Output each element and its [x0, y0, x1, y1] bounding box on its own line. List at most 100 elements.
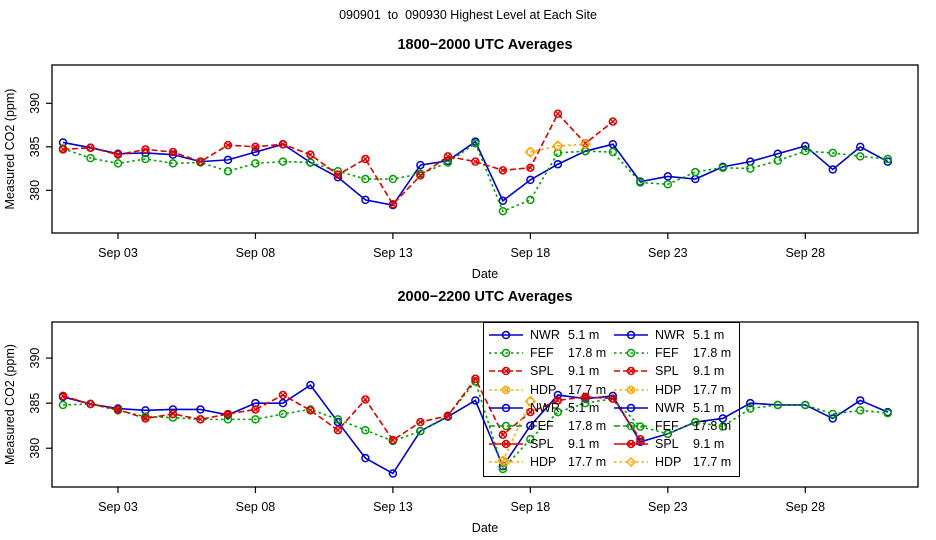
legend-entry: SPL 9.1 m: [614, 435, 739, 453]
legend-height-label: 17.8 m: [693, 419, 732, 434]
legend-line-sample: [489, 439, 523, 449]
legend-line-sample: [614, 367, 648, 376]
y-axis-label: Measured CO2 (ppm): [3, 89, 17, 210]
legend-entry: SPL 9.1 m: [489, 362, 614, 380]
x-tick-label: Sep 23: [648, 246, 688, 260]
legend-line-sample: [614, 457, 648, 468]
legend-site-label: NWR: [530, 328, 560, 343]
x-tick-label: Sep 28: [785, 500, 825, 514]
series-line: [62, 140, 889, 207]
legend-site-label: FEF: [655, 419, 679, 434]
legend-site-label: HDP: [530, 455, 557, 470]
top-panel-title: 1800−2000 UTC Averages: [397, 37, 573, 53]
x-tick-label: Sep 08: [236, 500, 276, 514]
legend-entry: SPL 9.1 m: [614, 362, 739, 380]
y-tick-label: 380: [28, 180, 42, 201]
legend-entry: NWR 5.1 m: [489, 399, 614, 417]
y-tick-label: 390: [28, 93, 42, 114]
x-tick-label: Sep 23: [648, 500, 688, 514]
legend-entry: HDP 17.7 m: [489, 453, 614, 471]
legend-line-sample: [614, 330, 648, 340]
legend-entry: FEF 17.8 m: [489, 417, 614, 435]
series-line: [62, 142, 888, 213]
bottom-panel-title: 2000−2200 UTC Averages: [397, 289, 573, 305]
legend-site-label: HDP: [655, 455, 682, 470]
series-spl: [58, 374, 645, 445]
legend-height-label: 5.1 m: [568, 328, 600, 343]
legend-height-label: 17.7 m: [568, 382, 607, 397]
legend-height-label: 17.8 m: [568, 346, 607, 361]
top-panel: Sep 03 Sep 08 Sep 13 Sep 18 Sep 23 Sep 28 380 3…: [3, 64, 919, 281]
x-tick-label: Sep 03: [98, 246, 138, 260]
y-tick-label: 385: [28, 136, 42, 157]
legend-line-sample: [614, 439, 648, 449]
x-tick-label: Sep 18: [511, 500, 551, 514]
legend-height-label: 5.1 m: [568, 400, 600, 415]
legend-line-sample: [489, 367, 523, 376]
legend-entry: HDP 17.7 m: [489, 381, 614, 399]
legend-site-label: NWR: [655, 400, 685, 415]
legend-site-label: NWR: [655, 328, 685, 343]
legend-height-label: 17.7 m: [568, 455, 607, 470]
legend-height-label: 5.1 m: [693, 400, 725, 415]
legend-entry: FEF 17.8 m: [614, 344, 739, 362]
legend-entry: HDP 17.7 m: [614, 381, 739, 399]
legend-site-label: SPL: [530, 437, 554, 452]
series-line: [530, 143, 586, 153]
x-tick-label: Sep 13: [373, 246, 413, 260]
x-tick-label: Sep 08: [236, 246, 276, 260]
legend-column: NWR 5.1 m FEF 17.8 m SPL 9.1 m HDP 17.7 …: [614, 326, 739, 476]
legend-height-label: 5.1 m: [693, 328, 725, 343]
legend-height-label: 9.1 m: [693, 437, 725, 452]
x-tick-label: Sep 13: [373, 500, 413, 514]
series-hdp: [497, 395, 537, 467]
legend-line-sample: [614, 349, 648, 358]
series-fef: [58, 139, 893, 216]
x-axis-label: Date: [472, 267, 498, 281]
legend-entry: FEF 17.8 m: [489, 344, 614, 362]
legend-height-label: 9.1 m: [568, 437, 600, 452]
legend-site-label: NWR: [530, 400, 560, 415]
bottom-panel: Sep 03 Sep 08 Sep 13 Sep 18 Sep 23 Sep 28 380 3…: [3, 321, 919, 535]
legend-height-label: 17.8 m: [693, 346, 732, 361]
legend-height-label: 17.7 m: [693, 382, 732, 397]
legend-entry: NWR 5.1 m: [614, 399, 739, 417]
legend-height-label: 17.7 m: [693, 455, 732, 470]
series-hdp: [524, 138, 591, 158]
legend-line-sample: [614, 421, 648, 431]
legend-height-label: 9.1 m: [693, 364, 725, 379]
legend-entry: NWR 5.1 m: [614, 326, 739, 344]
legend-site-label: SPL: [530, 364, 554, 379]
y-tick-label: 390: [28, 348, 42, 369]
y-tick-label: 385: [28, 393, 42, 414]
x-tick-label: Sep 28: [785, 246, 825, 260]
series-line: [62, 377, 641, 442]
plot-frame: [51, 64, 919, 234]
legend-line-sample: [614, 403, 648, 413]
series-line: [62, 379, 888, 471]
legend-site-label: FEF: [530, 346, 554, 361]
legend-height-label: 9.1 m: [568, 364, 600, 379]
legend-entry: NWR 5.1 m: [489, 326, 614, 344]
series-nwr: [58, 380, 893, 478]
legend-line-sample: [489, 457, 523, 468]
legend-site-label: FEF: [655, 346, 679, 361]
legend-site-label: HDP: [530, 382, 557, 397]
legend-height-label: 17.8 m: [568, 419, 607, 434]
legend-site-label: SPL: [655, 364, 679, 379]
legend-column: NWR 5.1 m FEF 17.8 m SPL 9.1 m HDP 17.7 …: [489, 326, 614, 476]
legend-line-sample: [489, 385, 523, 394]
x-tick-label: Sep 03: [98, 500, 138, 514]
legend: NWR 5.1 m FEF 17.8 m SPL 9.1 m HDP 17.7 …: [483, 322, 740, 477]
legend-entry: SPL 9.1 m: [489, 435, 614, 453]
y-tick-label: 380: [28, 438, 42, 459]
legend-entry: HDP 17.7 m: [614, 453, 739, 471]
series-line: [62, 384, 889, 475]
legend-line-sample: [614, 385, 648, 394]
legend-line-sample: [489, 330, 523, 340]
legend-site-label: SPL: [655, 437, 679, 452]
legend-line-sample: [489, 421, 523, 431]
series-spl: [58, 109, 618, 209]
